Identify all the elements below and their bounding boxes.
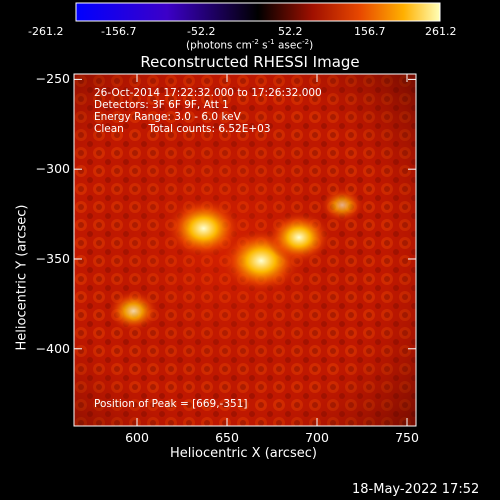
annotation-energy: Energy Range: 3.0 - 6.0 keV (94, 111, 241, 123)
y-tick-label: −350 (35, 250, 70, 266)
colorbar (75, 2, 441, 22)
annotation-time: 26-Oct-2014 17:22:32.000 to 17:26:32.000 (94, 87, 322, 99)
colorbar-unit-label: (photons cm-2 s-1 asec-2) (186, 38, 314, 52)
x-tick-label: 750 (395, 430, 419, 445)
y-axis-label: Heliocentric Y (arcsec) (14, 204, 30, 351)
colorbar-tick-0: -261.2 (28, 25, 64, 38)
chart-title: Reconstructed RHESSI Image (140, 53, 360, 71)
annotation-method: Clean (94, 123, 124, 135)
emission-source-1 (166, 198, 242, 259)
emission-source-3 (107, 290, 160, 332)
colorbar-tick-1: -156.7 (101, 25, 137, 38)
colorbar-tick-2: -52.2 (187, 25, 216, 38)
x-tick-label: 700 (305, 430, 329, 445)
emission-source-4 (320, 187, 365, 223)
colorbar-tick-4: 156.7 (354, 25, 386, 38)
annotation-peak: Position of Peak = [669,-351] (94, 398, 248, 410)
y-tick-label: −250 (35, 71, 70, 87)
colorbar-tick-3: 52.2 (278, 25, 303, 38)
annotation-counts: Total counts: 6.52E+03 (148, 123, 271, 135)
plot-frame (73, 73, 417, 427)
y-tick-label: −300 (35, 161, 70, 177)
colorbar-gradient (75, 2, 441, 22)
footer-timestamp: 18-May-2022 17:52 (352, 482, 480, 497)
emission-source-2 (266, 211, 332, 264)
y-tick-label: −400 (35, 340, 70, 356)
x-tick-label: 600 (125, 430, 149, 445)
x-tick-label: 650 (215, 430, 239, 445)
colorbar-tick-5: 261.2 (425, 25, 457, 38)
annotation-method-line: Clean Total counts: 6.52E+03 (94, 123, 322, 135)
x-axis-label: Heliocentric X (arcsec) (170, 446, 317, 461)
annotation-detectors: Detectors: 3F 6F 9F, Att 1 (94, 99, 229, 111)
annotation-block: 26-Oct-2014 17:22:32.000 to 17:26:32.000… (94, 87, 322, 135)
